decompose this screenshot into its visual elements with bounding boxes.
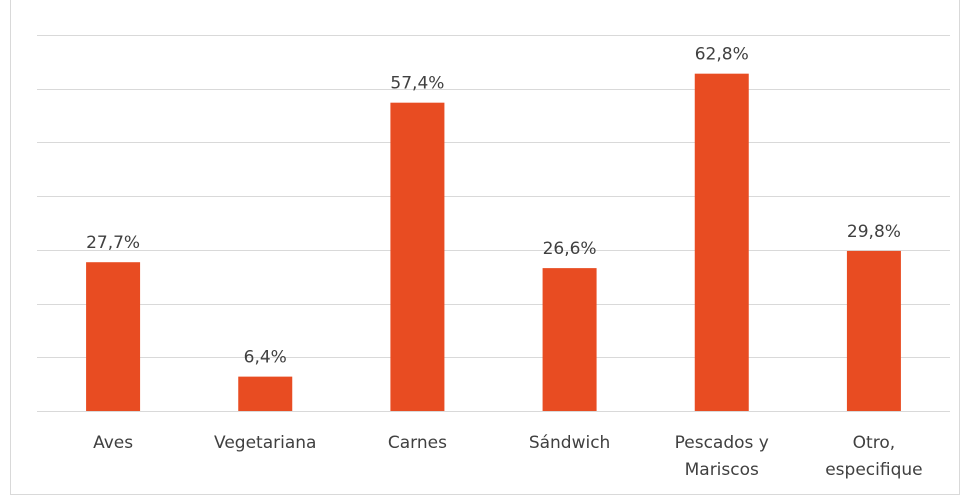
x-tick-label: Aves: [93, 433, 133, 453]
gridlines: [37, 35, 950, 412]
data-label: 57,4%: [390, 74, 444, 94]
x-tick-label: Sándwich: [529, 433, 611, 453]
chart-frame: [10, 0, 960, 495]
x-axis-labels: Aves Vegetariana Carnes Sándwich Pescados y M…: [93, 433, 923, 480]
data-label: 62,8%: [695, 45, 749, 65]
x-tick-label: Otro,: [853, 433, 895, 453]
bar: [846, 250, 901, 411]
data-label: 29,8%: [847, 222, 901, 242]
bar: [390, 102, 445, 412]
bar: [694, 73, 749, 411]
bar: [238, 376, 293, 411]
bars: [86, 73, 901, 412]
data-labels: 27,7% 6,4% 57,4% 26,6% 62,8% 29,8%: [86, 45, 901, 368]
x-tick-label: Pescados y: [675, 433, 769, 453]
x-tick-label: Vegetariana: [214, 433, 316, 453]
data-label: 26,6%: [543, 239, 597, 259]
data-label: 6,4%: [244, 348, 287, 368]
x-tick-label: Mariscos: [685, 460, 759, 480]
x-tick-label: especifique: [825, 460, 922, 480]
x-tick-label: Carnes: [388, 433, 447, 453]
bar: [86, 262, 141, 411]
data-label: 27,7%: [86, 233, 140, 253]
bar: [542, 268, 597, 411]
